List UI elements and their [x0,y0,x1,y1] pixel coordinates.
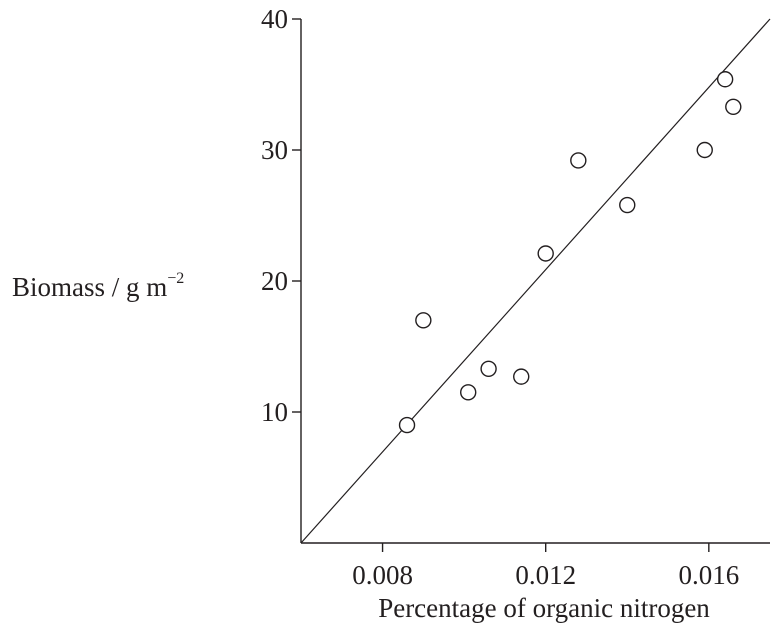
y-axis-label-main: Biomass / g m [12,272,167,302]
y-axis-label-exponent: −2 [167,270,184,287]
data-point [415,312,432,329]
y-tick-label: 40 [261,4,288,34]
y-tick-label: 10 [261,397,288,427]
trend-line-group [300,18,771,544]
x-tick-label: 0.016 [678,560,739,590]
trend-line [300,18,771,544]
y-axis-label: Biomass / g m−2 [12,270,184,302]
x-axis-label: Percentage of organic nitrogen [378,593,710,623]
data-point [716,71,734,88]
data-point [398,416,416,434]
data-point [725,98,742,115]
data-point [696,141,713,159]
data-point [570,152,587,169]
axis-labels: Percentage of organic nitrogen Biomass /… [12,270,710,623]
y-tick-label: 20 [261,266,288,296]
axes: 10 20 30 40 0.008 0.012 0.016 [261,4,770,590]
y-tick-label: 30 [261,135,288,165]
data-points [398,71,742,434]
data-point [460,384,477,401]
data-point [513,368,530,385]
x-tick-label: 0.008 [352,560,413,590]
data-point [619,196,636,214]
x-tick-label: 0.012 [515,560,576,590]
data-point [480,360,497,377]
data-point [537,245,554,262]
